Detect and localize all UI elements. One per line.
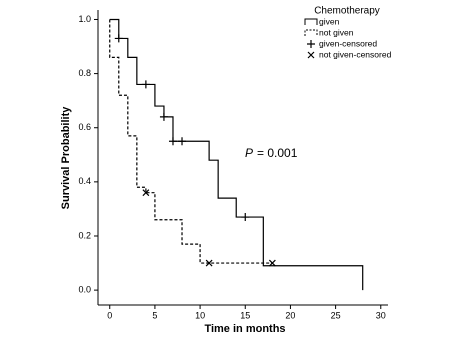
legend-swatch — [307, 40, 315, 48]
y-axis-label: Survival Probability — [60, 106, 72, 210]
annotation-text: = 0.001 — [257, 146, 298, 160]
x-tick-label: 15 — [240, 310, 250, 320]
y-tick-label: 1.0 — [78, 14, 91, 24]
censor-mark — [159, 112, 168, 121]
legend-swatch — [304, 18, 318, 25]
censor-mark — [142, 189, 150, 197]
x-tick-label: 20 — [285, 310, 295, 320]
survival-curve — [109, 19, 273, 264]
legend-label: given-censored — [319, 38, 377, 48]
x-tick-label: 10 — [195, 310, 205, 320]
censor-mark — [114, 34, 123, 43]
legend-label: given — [319, 16, 340, 26]
legend-label: not given — [319, 27, 354, 37]
y-tick-label: 0.2 — [78, 230, 91, 240]
y-tick-label: 0.4 — [78, 176, 91, 186]
censor-mark — [168, 137, 177, 146]
survival-curve — [109, 18, 364, 291]
x-axis-label: Time in months — [204, 323, 285, 335]
legend-swatch — [307, 51, 315, 59]
legend-label: not given-censored — [319, 49, 392, 59]
censor-mark — [241, 213, 250, 222]
censor-mark — [268, 259, 276, 267]
censor-mark — [178, 137, 187, 146]
x-tick-label: 0 — [107, 310, 112, 320]
x-tick-label: 25 — [331, 310, 341, 320]
y-tick-label: 0.0 — [78, 284, 91, 294]
x-tick-label: 30 — [376, 310, 386, 320]
y-tick-label: 0.6 — [78, 122, 91, 132]
annotation-symbol: P — [245, 146, 253, 160]
y-tick-label: 0.8 — [78, 68, 91, 78]
censor-mark — [205, 259, 213, 267]
legend-swatch — [304, 29, 318, 36]
censor-mark — [141, 80, 150, 89]
x-tick-label: 5 — [152, 310, 157, 320]
legend-title: Chemotherapy — [314, 6, 380, 17]
